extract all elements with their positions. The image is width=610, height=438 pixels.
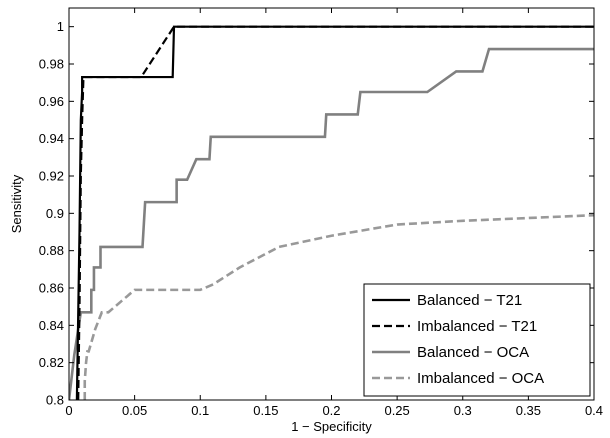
x-tick-label: 0.3 [454,403,472,418]
y-tick-label: 0.92 [39,169,64,184]
y-axis-label: Sensitivity [9,174,24,233]
series-line-3 [83,213,594,400]
y-tick-label: 0.94 [39,131,64,146]
x-tick-label: 0.1 [191,403,209,418]
y-tick-label: 0.9 [46,206,64,221]
x-tick-label: 0.35 [516,403,541,418]
y-tick-label: 0.98 [39,57,64,72]
x-tick-label: 0.25 [384,403,409,418]
y-tick-label: 1 [57,19,64,34]
x-tick-label: 0 [65,403,72,418]
series-lines [69,25,594,400]
x-tick-label: 0.05 [122,403,147,418]
series-line-0 [75,25,594,400]
x-axis-label: 1 − Specificity [291,419,372,434]
legend-label: Balanced − T21 [417,292,522,309]
axis-ticks: 0 0.05 0.1 0.15 0.2 0.25 0.3 0.35 0.4 0.8 0.82 0.84… [39,8,603,418]
y-tick-label: 0.84 [39,318,64,333]
x-tick-label: 0.15 [253,403,278,418]
legend-label: Imbalanced − OCA [417,370,544,387]
y-tick-label: 0.88 [39,243,64,258]
y-tick-label: 0.86 [39,281,64,296]
legend: Balanced − T21 Imbalanced − T21 Balanced −… [363,283,591,397]
legend-label: Imbalanced − T21 [417,318,537,335]
y-tick-label: 0.82 [39,355,64,370]
x-tick-label: 0.4 [585,403,603,418]
y-tick-label: 0.8 [46,393,64,408]
legend-label: Balanced − OCA [417,344,529,361]
y-tick-label: 0.96 [39,94,64,109]
x-tick-label: 0.2 [322,403,340,418]
series-line-2 [69,47,594,400]
